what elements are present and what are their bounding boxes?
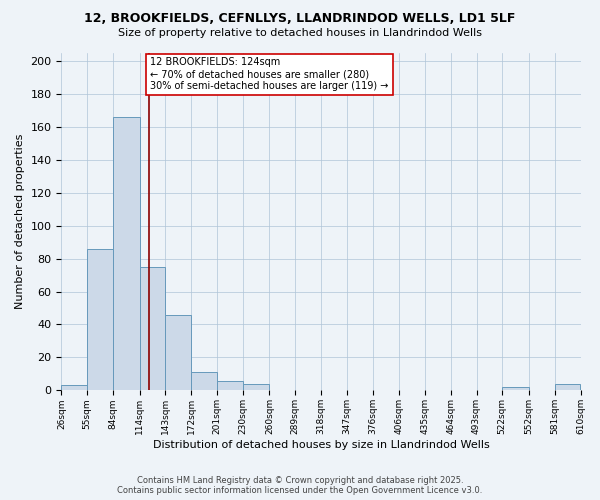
Bar: [87, 248, 113, 390]
Text: Contains HM Land Registry data © Crown copyright and database right 2025.
Contai: Contains HM Land Registry data © Crown c…: [118, 476, 482, 495]
Bar: [61, 386, 87, 390]
Bar: [502, 387, 529, 390]
Bar: [555, 384, 580, 390]
Y-axis label: Number of detached properties: Number of detached properties: [15, 134, 25, 309]
Bar: [217, 380, 243, 390]
Bar: [243, 384, 269, 390]
Bar: [113, 117, 140, 390]
X-axis label: Distribution of detached houses by size in Llandrindod Wells: Distribution of detached houses by size …: [152, 440, 490, 450]
Bar: [191, 372, 217, 390]
Text: 12 BROOKFIELDS: 124sqm
← 70% of detached houses are smaller (280)
30% of semi-de: 12 BROOKFIELDS: 124sqm ← 70% of detached…: [150, 58, 389, 90]
Bar: [140, 267, 166, 390]
Bar: [166, 314, 191, 390]
Text: Size of property relative to detached houses in Llandrindod Wells: Size of property relative to detached ho…: [118, 28, 482, 38]
Text: 12, BROOKFIELDS, CEFNLLYS, LLANDRINDOD WELLS, LD1 5LF: 12, BROOKFIELDS, CEFNLLYS, LLANDRINDOD W…: [85, 12, 515, 26]
